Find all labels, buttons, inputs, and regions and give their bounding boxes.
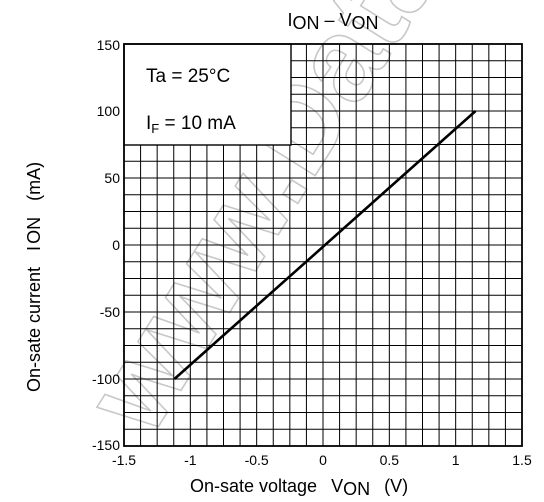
x-tick-label: 0 xyxy=(319,452,327,468)
y-tick-labels: 150 100 50 0 -50 -100 -150 xyxy=(92,37,120,453)
x-label-symbol: V xyxy=(331,476,343,496)
x-tick-label: -0.5 xyxy=(245,452,269,468)
y-axis-label: On-sate current I ON (mA) xyxy=(24,162,44,392)
annotation-value: = 10 mA xyxy=(159,113,236,134)
x-tick-label: -1 xyxy=(184,452,197,468)
chart-title: ION – VON xyxy=(287,10,378,33)
x-axis-label: On-sate voltage VON (V) xyxy=(190,476,408,499)
series-line xyxy=(173,110,477,380)
y-label-symbol: I xyxy=(24,246,44,251)
title-separator: – V xyxy=(319,10,351,30)
x-label-text: On-sate voltage xyxy=(190,476,317,496)
y-label-unit: (mA) xyxy=(24,162,44,201)
annotation-temperature: Ta = 25°C xyxy=(146,66,230,87)
title-subscript-2: ON xyxy=(352,13,379,33)
y-tick-label: 50 xyxy=(104,170,120,186)
y-tick-label: 100 xyxy=(97,103,121,119)
plot-frame xyxy=(123,43,523,447)
x-label-subscript: ON xyxy=(343,479,370,499)
x-tick-labels: -1.5 -1 -0.5 0 0.5 1 1.5 xyxy=(112,452,532,468)
y-tick-label: 150 xyxy=(97,37,121,53)
y-tick-label: -150 xyxy=(92,437,120,453)
x-tick-label: 0.5 xyxy=(380,452,400,468)
y-tick-label: -50 xyxy=(100,304,120,320)
y-tick-label: -100 xyxy=(92,371,120,387)
x-tick-label: 1 xyxy=(452,452,460,468)
annotation-symbol: I xyxy=(146,113,151,134)
y-label-text: On-sate current xyxy=(24,267,44,392)
annotation-subscript: F xyxy=(151,121,159,136)
title-subscript: ON xyxy=(292,13,319,33)
y-tick-label: 0 xyxy=(112,237,120,253)
x-tick-label: -1.5 xyxy=(112,452,136,468)
y-label-subscript: ON xyxy=(24,217,44,244)
x-label-unit: (V) xyxy=(384,476,408,496)
annotation-forward-current: IF = 10 mA xyxy=(146,113,236,136)
series-layer xyxy=(173,110,477,380)
title-symbol: I xyxy=(287,10,292,30)
x-tick-label: 1.5 xyxy=(512,452,532,468)
